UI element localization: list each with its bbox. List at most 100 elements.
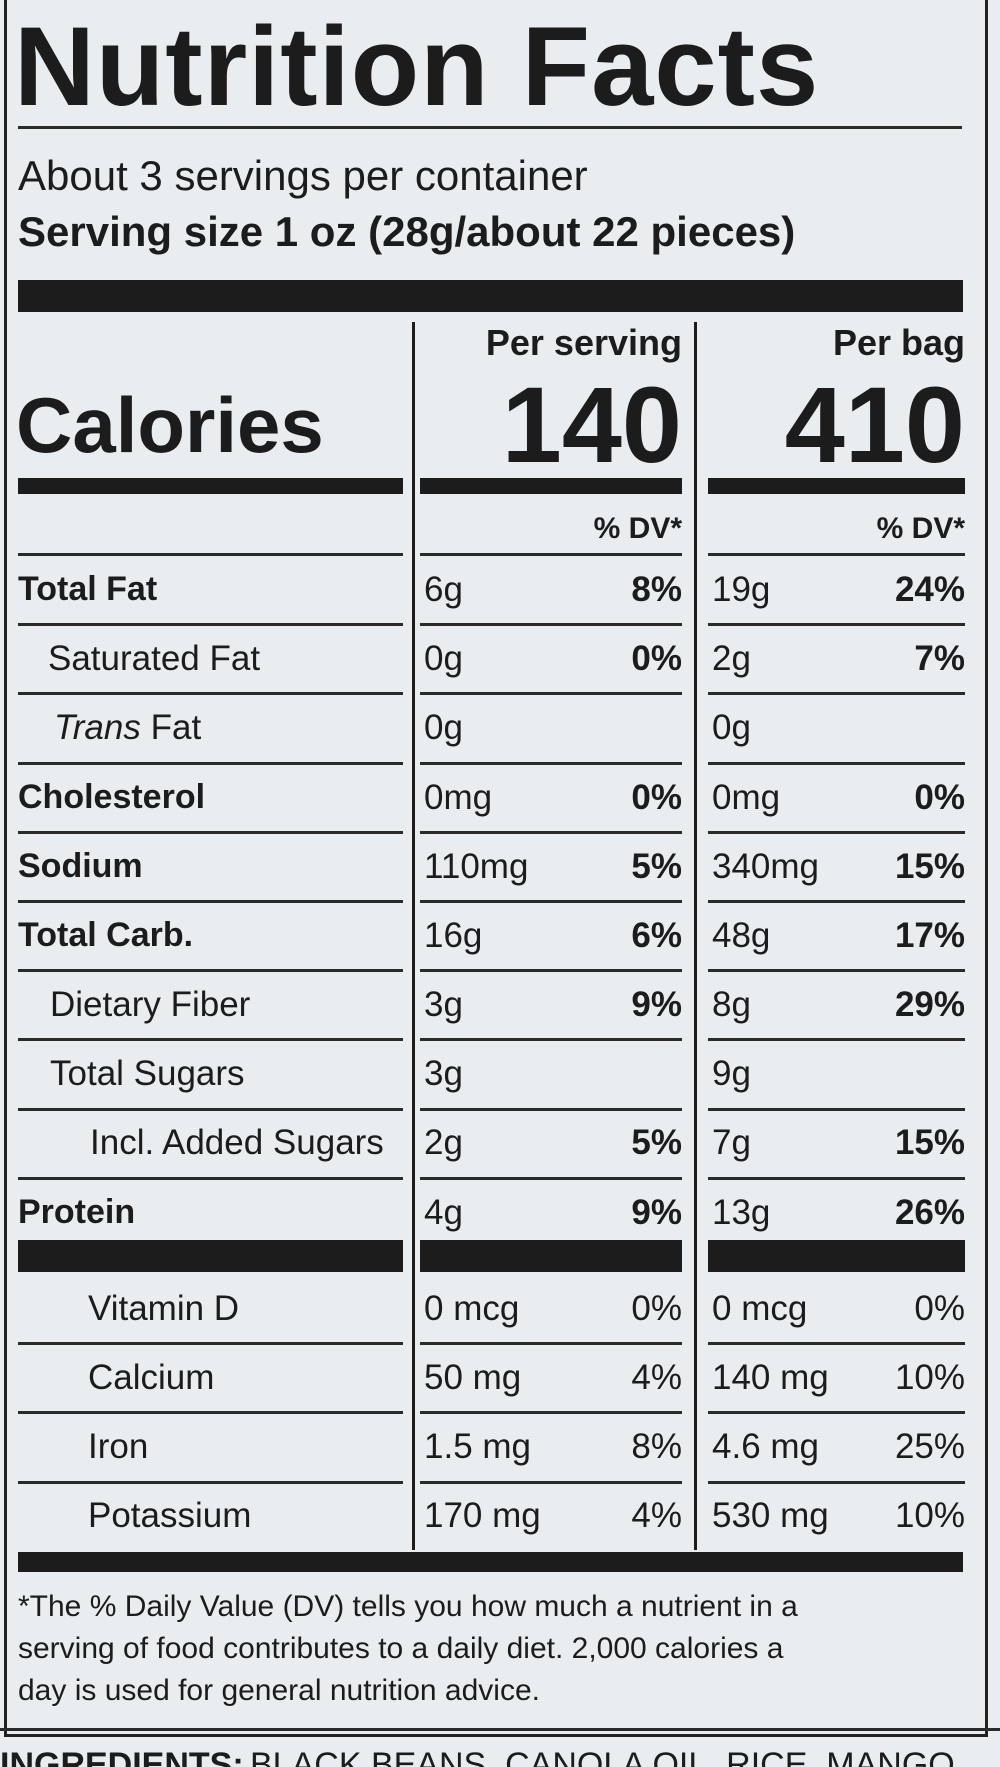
rule: [18, 553, 403, 556]
rule: [18, 1107, 403, 1111]
rule: [18, 1038, 403, 1042]
rule: [18, 830, 403, 834]
rule: [708, 1107, 965, 1111]
amount: 110mg: [424, 847, 529, 886]
rule: [18, 1176, 403, 1180]
rule: [708, 1176, 965, 1180]
amount: 0g: [712, 708, 751, 747]
daily-value: 8%: [631, 570, 682, 610]
column-header: Per bag: [832, 322, 965, 363]
thick-rule: [18, 478, 403, 494]
nutrient-name-text: Fat: [140, 708, 202, 747]
nutrient-name: Vitamin D: [88, 1288, 240, 1328]
amount: 50 mg: [424, 1357, 522, 1397]
daily-value: 7%: [914, 638, 965, 678]
rule: [708, 1038, 965, 1042]
daily-value: 9%: [631, 1193, 682, 1232]
daily-value: 29%: [894, 984, 965, 1024]
rule: [708, 1342, 965, 1346]
amount: 48g: [712, 916, 771, 956]
rule: [708, 623, 965, 627]
ingredients-label: INGREDIENTS:: [0, 1746, 244, 1767]
amount: 3g: [424, 1054, 463, 1093]
amount: 4g: [424, 1193, 463, 1232]
nutrient-name: Sodium: [18, 847, 143, 885]
footnote-line: serving of food contributes to a daily d…: [18, 1632, 784, 1665]
nutrient-name: Potassium: [88, 1496, 252, 1536]
rule: [18, 900, 403, 903]
daily-value: 0%: [631, 638, 682, 678]
amount: 16g: [424, 916, 483, 956]
amount: 3g: [424, 984, 463, 1024]
calories-label: Calories: [16, 381, 324, 469]
daily-value: 10%: [894, 1357, 965, 1397]
rule: [420, 553, 682, 556]
dv-header: % DV*: [593, 512, 682, 545]
amount: 6g: [424, 570, 463, 610]
rule: [708, 1480, 965, 1484]
daily-value: 25%: [894, 1427, 965, 1466]
rule: [420, 1342, 682, 1346]
amount: 8g: [712, 984, 751, 1024]
ingredients-text: BLACK BEANS, CANOLA OIL, RICE, MANGO: [250, 1746, 955, 1767]
column-header: Per serving: [485, 322, 682, 363]
label-border: [4, 0, 988, 1737]
nutrient-name: Cholesterol: [18, 777, 206, 816]
nutrient-name: Protein: [18, 1193, 136, 1231]
calories-value: 140: [501, 364, 682, 485]
daily-value: 0%: [631, 777, 682, 817]
title: Nutrition Facts: [14, 4, 820, 129]
amount: 4.6 mg: [712, 1427, 819, 1466]
rule: [18, 1342, 403, 1346]
thin-rule: [0, 1728, 1000, 1731]
amount: 0mg: [712, 777, 781, 817]
rule: [18, 692, 403, 696]
amount: 0g: [424, 638, 463, 678]
daily-value: 15%: [894, 847, 965, 886]
amount: 0g: [424, 708, 463, 747]
thick-rule: [420, 478, 682, 494]
daily-value: 9%: [631, 984, 682, 1024]
amount: 13g: [712, 1193, 771, 1232]
amount: 340mg: [712, 847, 820, 886]
daily-value: 0%: [914, 777, 965, 817]
daily-value: 17%: [894, 916, 965, 956]
rule: [18, 1411, 403, 1415]
daily-value: 5%: [631, 1123, 682, 1163]
daily-value: 15%: [894, 1123, 965, 1163]
thick-bar: [18, 1552, 963, 1572]
servings: About 3 servings per container: [18, 152, 588, 199]
serving-size: Serving size 1 oz (28g/about 22 pieces): [18, 208, 796, 255]
daily-value: 24%: [894, 570, 965, 610]
rule: [18, 969, 403, 973]
daily-value: 6%: [631, 916, 682, 956]
rule: [708, 830, 965, 834]
nutrient-name: Total Sugars: [50, 1054, 245, 1093]
rule: [708, 692, 965, 696]
amount: 9g: [712, 1054, 751, 1093]
rule: [18, 761, 403, 765]
daily-value: 0%: [914, 1288, 965, 1328]
amount: 0 mcg: [424, 1288, 520, 1328]
amount: 140 mg: [712, 1357, 829, 1397]
rule: [420, 1107, 682, 1111]
rule: [420, 623, 682, 627]
rule: [708, 761, 965, 765]
nutrient-name: Total Carb.: [18, 916, 194, 955]
rule: [708, 1411, 965, 1415]
daily-value: 0%: [631, 1288, 682, 1328]
rule: [420, 692, 682, 696]
calories-value: 410: [784, 364, 965, 485]
daily-value: 26%: [894, 1193, 965, 1232]
amount: 0mg: [424, 777, 493, 817]
footnote-line: day is used for general nutrition advice…: [18, 1674, 540, 1707]
amount: 2g: [424, 1123, 463, 1163]
daily-value: 4%: [631, 1496, 682, 1536]
nutrient-name: Total Fat: [18, 570, 158, 609]
thick-bar: [708, 1240, 965, 1272]
column-divider: [694, 322, 697, 1550]
rule: [420, 1411, 682, 1415]
rule: [708, 969, 965, 973]
daily-value: 5%: [631, 847, 682, 886]
